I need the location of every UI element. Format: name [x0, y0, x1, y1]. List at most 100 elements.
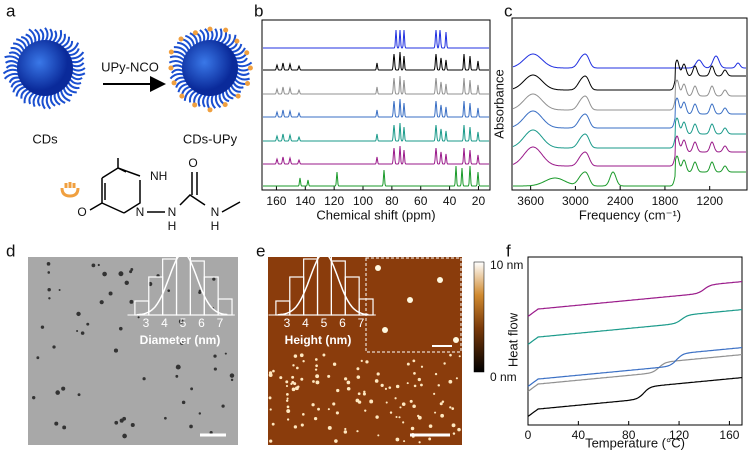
particle [52, 345, 56, 349]
particle [213, 367, 217, 371]
particle [403, 440, 406, 443]
x-tick-label: 40 [443, 194, 457, 208]
particle [302, 413, 305, 416]
particle [451, 423, 456, 428]
particle [167, 289, 171, 292]
particle [412, 404, 416, 409]
atom: H [168, 219, 177, 233]
spectrum-trace [513, 155, 746, 187]
atom: N [136, 205, 145, 219]
particle [300, 377, 304, 381]
strand [70, 67, 86, 72]
particle [221, 404, 225, 408]
structure [89, 158, 241, 214]
particle [269, 408, 272, 411]
x-tick-label: 7 [217, 316, 224, 330]
inset-frame [365, 257, 462, 353]
particle [335, 411, 339, 415]
particle [428, 437, 432, 441]
spectrum-trace [263, 165, 489, 187]
particle [178, 319, 184, 324]
particle [334, 439, 338, 443]
particle [122, 433, 127, 439]
particle [286, 418, 290, 421]
spectrum-trace [263, 51, 489, 71]
dsc-trace [527, 347, 743, 387]
particle [286, 409, 291, 414]
x-axis-label: Chemical shift (ppm) [316, 207, 435, 222]
particle [271, 422, 275, 426]
particle [76, 311, 81, 317]
particle [449, 353, 452, 357]
particle [130, 268, 134, 271]
particle [315, 374, 320, 379]
colorbar-label: 0 nm [490, 370, 517, 384]
particle [119, 418, 124, 423]
upy [192, 30, 198, 36]
particle [420, 365, 424, 368]
x-tick-label: 140 [295, 194, 315, 208]
particle [102, 271, 107, 277]
particle [212, 277, 216, 281]
particle [395, 384, 400, 389]
strand [5, 60, 20, 66]
particle [327, 374, 331, 378]
particle [286, 405, 290, 409]
particle [76, 329, 79, 333]
upy [178, 36, 184, 42]
spectrum-trace [512, 135, 746, 167]
particle [130, 422, 135, 427]
particle [417, 415, 422, 420]
particle [99, 300, 104, 305]
particle [314, 368, 318, 371]
upy [223, 27, 229, 33]
particle [91, 263, 96, 268]
particle [46, 262, 51, 266]
atom: H [211, 219, 220, 233]
particle [279, 376, 283, 380]
panel-label: a [6, 1, 16, 20]
atom: N [168, 205, 177, 219]
particle [268, 396, 272, 400]
particle [356, 375, 361, 379]
upy [207, 107, 213, 113]
particle [315, 380, 320, 385]
tem-image [28, 257, 238, 445]
x-axis-label: Frequency (cm⁻¹) [579, 207, 681, 222]
particle [412, 359, 416, 363]
particle [48, 297, 51, 300]
particle [346, 386, 351, 391]
x-tick-label: 120 [669, 428, 689, 442]
particle [369, 399, 374, 404]
particle [439, 402, 443, 406]
particle [343, 430, 348, 434]
carbon-dot-upy [168, 26, 253, 113]
strand [168, 60, 185, 66]
x-tick-label: 160 [266, 194, 286, 208]
particle [300, 423, 304, 427]
particle [443, 362, 446, 365]
particle [449, 406, 452, 409]
particle [453, 337, 459, 343]
particle [302, 360, 305, 363]
particle [365, 360, 369, 364]
upy-icon [60, 182, 80, 198]
strand [41, 93, 46, 110]
particle [413, 372, 416, 375]
particle [47, 287, 51, 292]
upy [234, 38, 240, 44]
particle [62, 425, 67, 430]
panel-label: f [506, 241, 511, 260]
colorbar-label: 10 nm [490, 258, 523, 272]
particle [296, 366, 299, 370]
particle [402, 421, 405, 424]
axes-frame [261, 19, 491, 191]
particle [77, 393, 81, 397]
particle [332, 362, 337, 366]
x-tick-label: 60 [414, 194, 428, 208]
x-tick-label: 160 [719, 428, 739, 442]
upy [222, 102, 228, 108]
upy [245, 81, 251, 87]
x-tick-label: 2400 [607, 194, 634, 208]
particle [142, 377, 146, 381]
